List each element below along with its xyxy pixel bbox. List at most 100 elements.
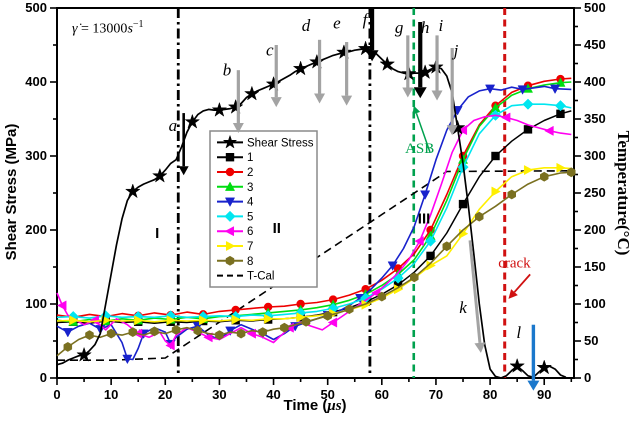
series-1-marker [393, 280, 403, 289]
series-shear-stress-line [56, 47, 567, 379]
annotation-ii: II [273, 220, 281, 237]
y-right-tick-label: 50 [584, 333, 598, 348]
series-6-marker [544, 125, 554, 136]
arrow-f-head [365, 50, 379, 62]
series-7-marker [69, 315, 79, 326]
x-tick-label: 90 [537, 387, 551, 402]
series-8-marker [258, 327, 267, 338]
series-6-marker [165, 340, 175, 351]
series-1-marker [426, 251, 435, 261]
annotation-f: f [363, 10, 370, 29]
x-tick-label: 10 [104, 387, 118, 402]
series-4-marker [122, 354, 133, 365]
arrow-crack-head [508, 289, 518, 299]
legend-marker-star [222, 134, 238, 149]
series-8-marker [215, 330, 224, 340]
legend-label-1: 1 [247, 152, 253, 164]
arrow-k [468, 240, 482, 344]
y-right-tick-label: 200 [584, 222, 606, 237]
annotation-a: a [169, 116, 178, 135]
arrow-j-head [446, 125, 458, 136]
series-2-line [56, 77, 572, 319]
series-8-marker [150, 326, 159, 337]
x-axis-title: Time (μs) [215, 397, 415, 415]
series-2-marker [231, 305, 240, 315]
y-right-tick-label: 450 [584, 37, 606, 52]
x-axis-title-unit: μs [327, 398, 342, 414]
arrow-asb [415, 112, 431, 153]
series-t-cal-line [57, 170, 572, 361]
series-4-marker [550, 84, 561, 95]
legend-marker-triangle-right [225, 240, 236, 252]
annotation-i: i [438, 16, 443, 35]
annotation-l: l [516, 323, 521, 342]
series-8-marker [539, 171, 549, 182]
legend-marker-triangle-down [224, 197, 236, 207]
y-left-tick-label: 200 [25, 222, 47, 237]
annotation-asb: ASB [405, 141, 434, 157]
series-6-marker [500, 112, 511, 123]
series-4-marker [62, 328, 73, 338]
legend-marker-triangle-up [224, 181, 236, 191]
series-shear-stress-marker [227, 98, 244, 114]
series-6-marker [57, 300, 67, 311]
series-5-marker [424, 235, 437, 247]
arrow-g-head [402, 87, 414, 98]
series-8-marker [410, 272, 419, 283]
annotation-d: d [302, 16, 311, 35]
x-tick-label: 20 [158, 387, 172, 402]
series-8-marker [301, 316, 311, 327]
y-left-tick-label: 400 [25, 74, 47, 89]
series-5-line [56, 103, 572, 319]
legend-label-5: 5 [247, 211, 253, 223]
series-6-marker [414, 236, 424, 247]
arrow-a-head [178, 166, 189, 176]
series-7-line [56, 167, 572, 323]
series-8-marker [85, 330, 94, 340]
series-shear-stress-marker [536, 359, 553, 375]
series-shear-stress-marker [243, 85, 260, 101]
annotation-j: j [452, 41, 459, 60]
annotation-h: h [421, 18, 430, 37]
series-7-marker [166, 315, 177, 326]
series-8-marker [193, 325, 203, 336]
series-8-marker [377, 291, 387, 302]
series-8-marker [280, 322, 289, 333]
y-right-tick-label: 250 [584, 185, 606, 200]
series-shear-stress-marker [308, 53, 325, 69]
series-8-marker [63, 342, 73, 352]
y-right-tick-label: 100 [584, 296, 606, 311]
series-8-marker [567, 167, 576, 178]
series-1-marker [491, 151, 500, 161]
series-shear-stress-marker [151, 167, 168, 183]
series-7-marker [296, 312, 306, 323]
legend-label-6: 6 [247, 226, 253, 238]
x-axis-title-post: ) [341, 397, 347, 414]
series-3-marker [555, 77, 566, 87]
series-6-marker [457, 125, 468, 136]
series-6-marker [327, 317, 338, 328]
series-7-marker [523, 165, 534, 176]
series-8-marker [475, 211, 484, 222]
series-shear-stress-marker [124, 183, 141, 199]
series-7-marker [491, 186, 501, 197]
arrow-c-head [270, 97, 282, 108]
series-4-marker [225, 326, 236, 336]
x-tick-label: 40 [266, 387, 280, 402]
series-2-marker [263, 302, 273, 312]
annotation-c: c [266, 40, 274, 59]
arrow-i-head [431, 90, 443, 101]
legend-marker-diamond [224, 210, 236, 223]
series-8-marker [128, 327, 138, 338]
annotation-crack: crack [498, 256, 531, 272]
series-7-marker [231, 314, 242, 325]
y-right-tick-label: 150 [584, 259, 606, 274]
y-right-tick-label: 0 [584, 370, 591, 385]
series-shear-stress-marker [336, 44, 352, 60]
series-shear-stress-marker [211, 101, 228, 117]
y-left-tick-label: 100 [25, 296, 47, 311]
legend-label-t-cal: T-Cal [247, 271, 274, 283]
x-axis-title-pre: Time ( [283, 397, 328, 414]
series-shear-stress-marker [292, 60, 309, 76]
series-shear-stress-marker [76, 346, 92, 362]
